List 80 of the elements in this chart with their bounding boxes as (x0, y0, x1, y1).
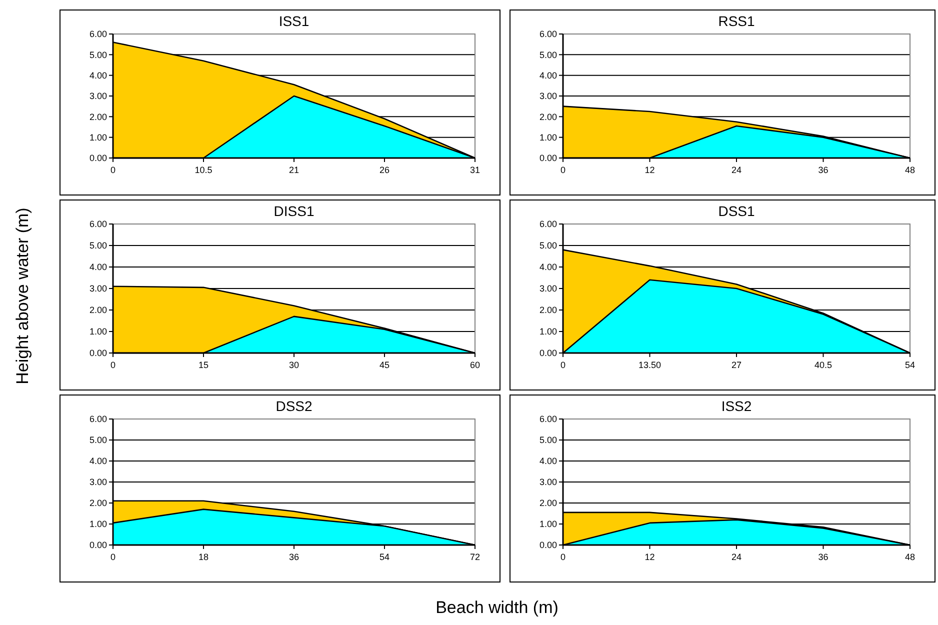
y-tick-label: 1.00 (89, 132, 107, 142)
y-tick-label: 0.00 (89, 540, 107, 550)
y-tick-label: 5.00 (539, 435, 557, 446)
y-tick-label: 5.00 (89, 50, 107, 60)
y-tick-label: 0.00 (539, 153, 557, 164)
y-tick-label: 1.00 (539, 326, 557, 337)
y-tick-label: 4.00 (539, 262, 557, 272)
x-tick-label: 10.5 (194, 165, 212, 175)
chart-title: DSS2 (276, 398, 312, 414)
y-tick-label: 5.00 (539, 50, 557, 60)
y-axis-title: Height above water (m) (13, 208, 32, 384)
y-tick-label: 5.00 (89, 435, 107, 446)
x-tick-label: 36 (288, 552, 300, 562)
x-tick-label: 0 (110, 360, 116, 370)
y-tick-label: 5.00 (539, 240, 557, 251)
y-tick-label: 1.00 (89, 519, 107, 530)
y-tick-label: 4.00 (89, 262, 107, 272)
y-tick-label: 6.00 (89, 414, 107, 424)
y-tick-label: 3.00 (539, 477, 557, 488)
y-tick-label: 4.00 (89, 456, 107, 466)
y-tick-label: 2.00 (539, 305, 557, 316)
x-tick-label: 0 (560, 360, 566, 370)
x-tick-label: 21 (288, 165, 300, 175)
x-tick-label: 45 (379, 360, 390, 370)
x-tick-label: 36 (818, 552, 828, 562)
y-tick-label: 6.00 (89, 219, 107, 230)
x-tick-label: 12 (644, 165, 655, 175)
x-tick-label: 0 (560, 165, 566, 175)
y-tick-label: 3.00 (89, 284, 107, 294)
x-tick-label: 48 (904, 552, 916, 562)
y-tick-label: 2.00 (89, 112, 107, 122)
chart-title: DSS1 (718, 203, 755, 219)
x-tick-label: 15 (198, 360, 209, 370)
y-tick-label: 5.00 (89, 240, 107, 251)
y-tick-label: 4.00 (539, 70, 557, 80)
y-tick-label: 2.00 (89, 498, 107, 508)
y-tick-label: 0.00 (539, 348, 557, 358)
y-tick-label: 3.00 (89, 477, 107, 488)
y-tick-label: 6.00 (89, 29, 107, 40)
x-tick-label: 0 (110, 552, 116, 562)
chart-title: ISS1 (278, 13, 310, 29)
x-tick-label: 48 (904, 165, 916, 175)
y-tick-label: 2.00 (539, 112, 557, 122)
chart-title: DISS1 (274, 203, 314, 219)
x-axis-title: Beach width (m) (436, 598, 558, 617)
y-tick-label: 3.00 (539, 284, 557, 294)
x-tick-label: 0 (110, 165, 116, 175)
x-tick-label: 18 (198, 552, 209, 562)
y-tick-label: 3.00 (89, 91, 107, 102)
y-tick-label: 3.00 (539, 91, 557, 102)
x-tick-label: 26 (379, 165, 390, 175)
y-tick-label: 1.00 (89, 326, 107, 337)
y-tick-label: 6.00 (539, 29, 557, 40)
y-tick-label: 1.00 (539, 132, 557, 142)
x-tick-label: 24 (731, 552, 742, 562)
y-tick-label: 4.00 (89, 70, 107, 80)
y-tick-label: 0.00 (539, 540, 557, 550)
x-tick-label: 30 (288, 360, 300, 370)
chart-title: ISS2 (721, 398, 752, 414)
y-tick-label: 0.00 (89, 348, 107, 358)
x-tick-label: 36 (818, 165, 828, 175)
x-tick-label: 0 (560, 552, 566, 562)
x-tick-label: 13.50 (638, 360, 662, 370)
x-tick-label: 12 (644, 552, 655, 562)
y-tick-label: 2.00 (89, 305, 107, 316)
x-tick-label: 40.5 (814, 360, 832, 370)
y-tick-label: 6.00 (539, 219, 557, 230)
y-tick-label: 4.00 (539, 456, 557, 466)
x-tick-label: 54 (904, 360, 916, 370)
chart-title: RSS1 (718, 13, 755, 29)
x-tick-label: 72 (470, 552, 480, 562)
y-tick-label: 6.00 (539, 414, 557, 424)
x-tick-label: 31 (470, 165, 480, 175)
x-tick-label: 60 (470, 360, 480, 370)
x-tick-label: 54 (379, 552, 390, 562)
x-tick-label: 27 (731, 360, 742, 370)
x-tick-label: 24 (731, 165, 742, 175)
y-tick-label: 1.00 (539, 519, 557, 530)
y-tick-label: 2.00 (539, 498, 557, 508)
y-tick-label: 0.00 (89, 153, 107, 164)
